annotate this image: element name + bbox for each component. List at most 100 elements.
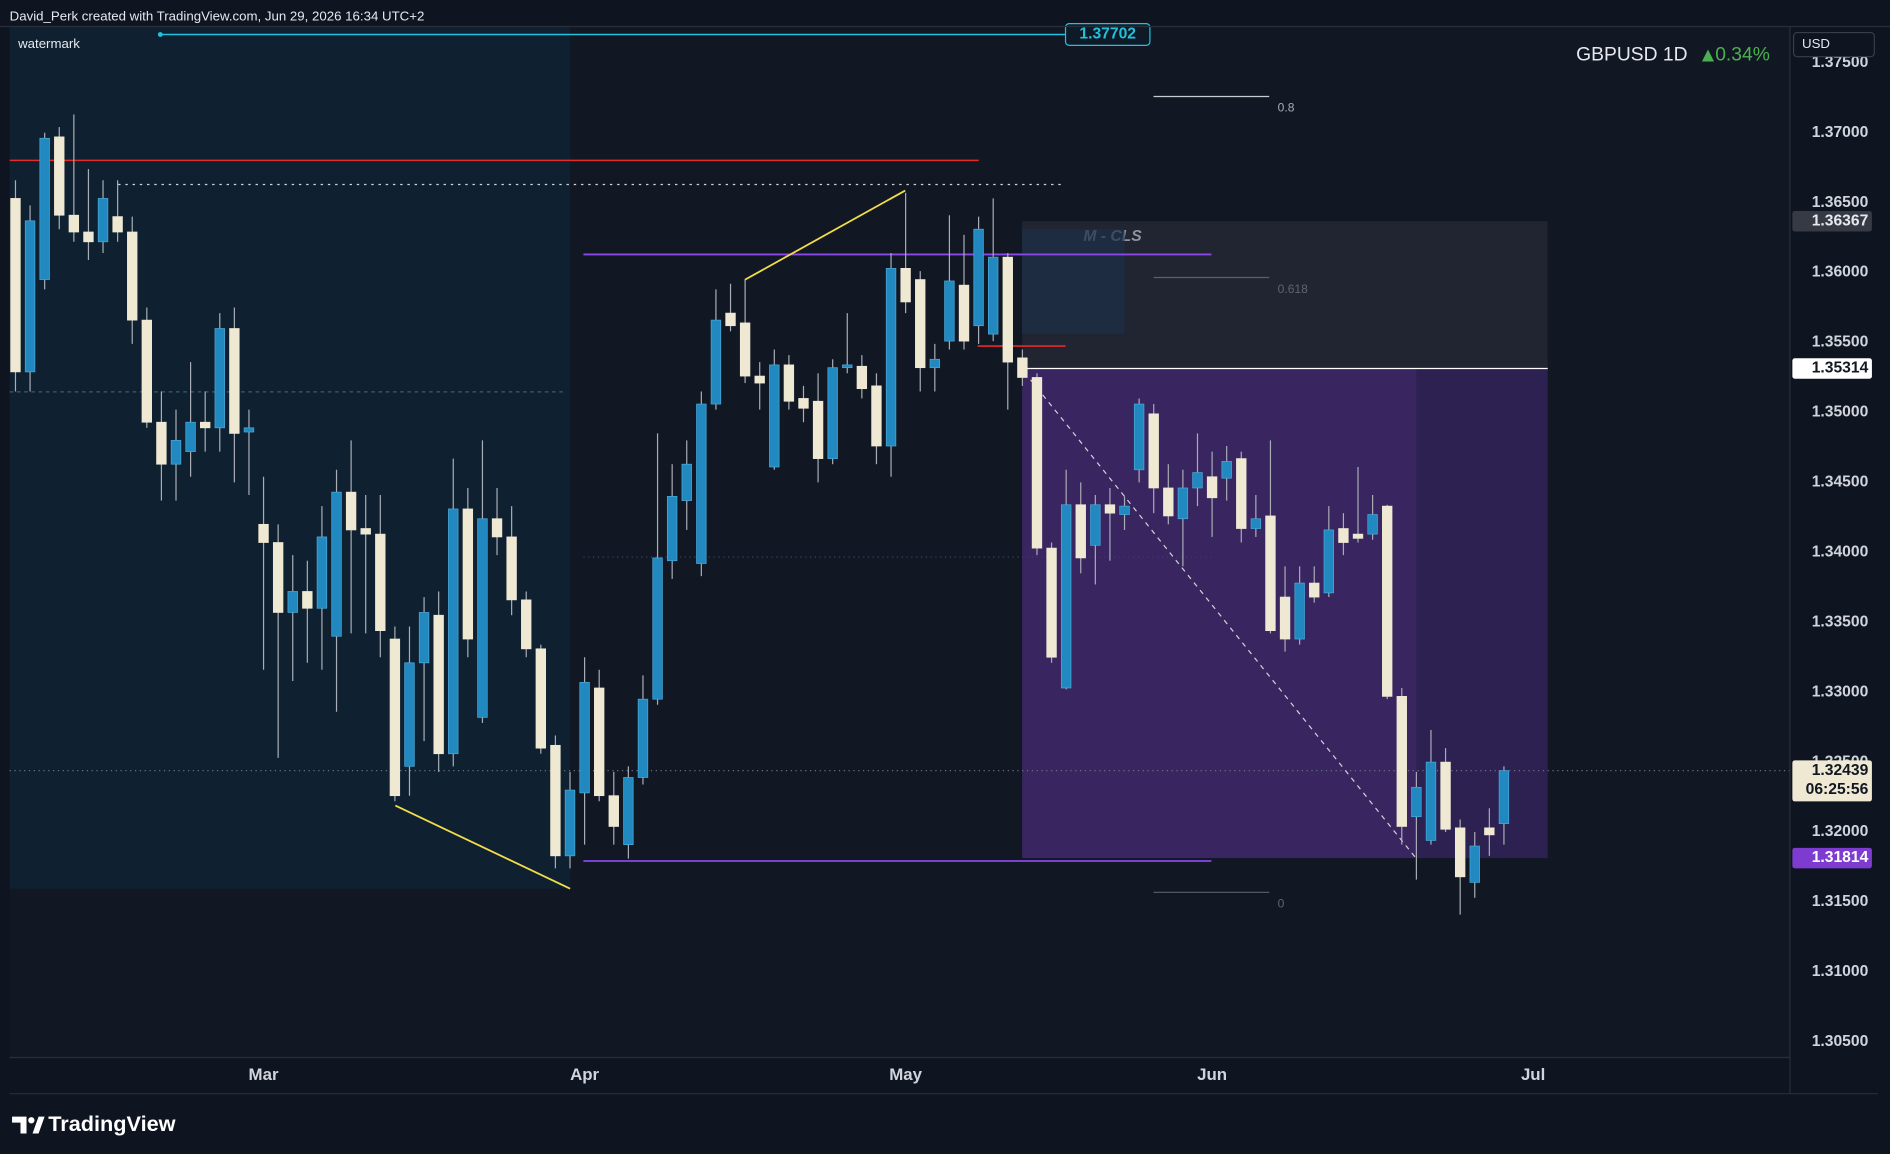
candle-body — [579, 682, 590, 794]
y-tick-label: 1.34500 — [1812, 474, 1869, 491]
candle-body — [433, 614, 444, 755]
candle-body — [1265, 515, 1276, 632]
trend-line — [744, 189, 906, 281]
candle-body — [1367, 514, 1378, 535]
alert-tag — [1064, 23, 1151, 46]
candle-body — [302, 591, 313, 609]
candle-body — [272, 542, 284, 613]
candle-body — [83, 231, 94, 243]
y-tick-label: 1.37000 — [1812, 124, 1869, 141]
candle-body — [316, 536, 328, 609]
order-block — [1022, 229, 1125, 335]
x-tick-label: Apr — [570, 1065, 599, 1084]
credit: David_Perk created with TradingView.com,… — [10, 8, 425, 23]
y-tick-label: 1.31500 — [1812, 893, 1869, 910]
candle-body — [1411, 786, 1422, 818]
candle-body — [842, 364, 853, 369]
candle-body — [1119, 505, 1130, 515]
range-zone — [9, 26, 571, 889]
price-tag — [1792, 210, 1872, 232]
candle-body — [404, 662, 415, 767]
candle-body — [1148, 413, 1159, 489]
alert-tag-label: 1.37702 — [1079, 26, 1136, 43]
candle-body — [1382, 505, 1393, 697]
candle-body — [710, 319, 722, 405]
currency-box — [1792, 31, 1875, 58]
candle-body — [652, 557, 663, 700]
candle-body — [812, 400, 824, 459]
candle-body — [725, 312, 736, 327]
candle-body — [1352, 533, 1364, 539]
labels: 1.305001.310001.315001.320001.325001.330… — [249, 23, 1875, 1084]
candle-body — [1075, 504, 1086, 559]
fibonacci: 0.8 0.618 0 — [1153, 95, 1308, 911]
candle-body — [360, 528, 371, 535]
alert-dot — [157, 32, 163, 37]
candle-body — [1498, 770, 1510, 825]
candle-body — [1236, 458, 1247, 529]
candle-body — [871, 385, 882, 447]
x-tick-label: Jul — [1521, 1065, 1545, 1084]
candle-body — [594, 687, 605, 797]
candle-body — [170, 440, 182, 465]
y-tick-label: 1.36000 — [1812, 264, 1869, 281]
candle-body — [769, 364, 780, 468]
candle-body — [681, 463, 692, 501]
candle-body — [798, 398, 809, 409]
price-tag — [1792, 847, 1872, 869]
candle-body — [988, 256, 999, 335]
trend-line — [394, 804, 571, 890]
candle-body — [506, 536, 517, 601]
candle-body — [1454, 827, 1466, 878]
candle-body — [827, 367, 838, 459]
brand-logo: TradingView — [12, 1111, 176, 1136]
candle-body — [535, 648, 547, 749]
candle-body — [68, 214, 80, 233]
candle-body — [141, 319, 152, 423]
candle-body — [696, 403, 707, 564]
candle-body — [1309, 582, 1320, 598]
candle-body — [156, 421, 167, 465]
candle-body — [97, 198, 109, 243]
candle-body — [200, 421, 211, 429]
candle-body — [944, 280, 955, 342]
candle-body — [739, 322, 751, 377]
change: 0.34% — [1715, 45, 1770, 66]
x-tick-label: Jun — [1197, 1065, 1227, 1084]
candle-body — [754, 375, 765, 384]
y-tick-label: 1.37500 — [1812, 54, 1869, 71]
candle-body — [885, 268, 897, 447]
candle-body — [243, 427, 255, 433]
candle-body — [564, 789, 576, 857]
candle-body — [1250, 518, 1262, 529]
candle-body — [1425, 761, 1437, 841]
price-tag-label: 1.32439 — [1812, 762, 1869, 779]
candle-body — [521, 599, 532, 650]
logo-mark — [28, 1117, 35, 1124]
candle-body — [214, 328, 225, 429]
x-tick-label: May — [889, 1065, 922, 1084]
candle-body — [608, 795, 619, 827]
candle-body — [958, 284, 970, 342]
candle-body — [39, 137, 50, 280]
price-tag — [1792, 358, 1872, 379]
candle-body — [1294, 582, 1305, 640]
projection-line — [1030, 379, 1417, 859]
candle-body — [1323, 529, 1335, 594]
candle-body — [1017, 357, 1028, 378]
candle-body — [1046, 547, 1057, 658]
change-arrow — [1701, 49, 1715, 62]
candle-body — [1104, 504, 1116, 514]
y-tick-label: 1.30500 — [1812, 1033, 1869, 1050]
candle-body — [345, 491, 357, 531]
candle-body — [1279, 596, 1291, 640]
y-tick-label: 1.35500 — [1812, 334, 1869, 351]
fib-label: 0.8 — [1278, 101, 1295, 115]
candle-body — [623, 777, 634, 846]
candle-body — [783, 364, 795, 402]
candle-body — [1338, 528, 1349, 543]
candle-body — [1002, 256, 1013, 363]
y-tick-label: 1.34000 — [1812, 543, 1869, 560]
candle-body — [1133, 403, 1145, 471]
candle-body — [1440, 761, 1451, 830]
